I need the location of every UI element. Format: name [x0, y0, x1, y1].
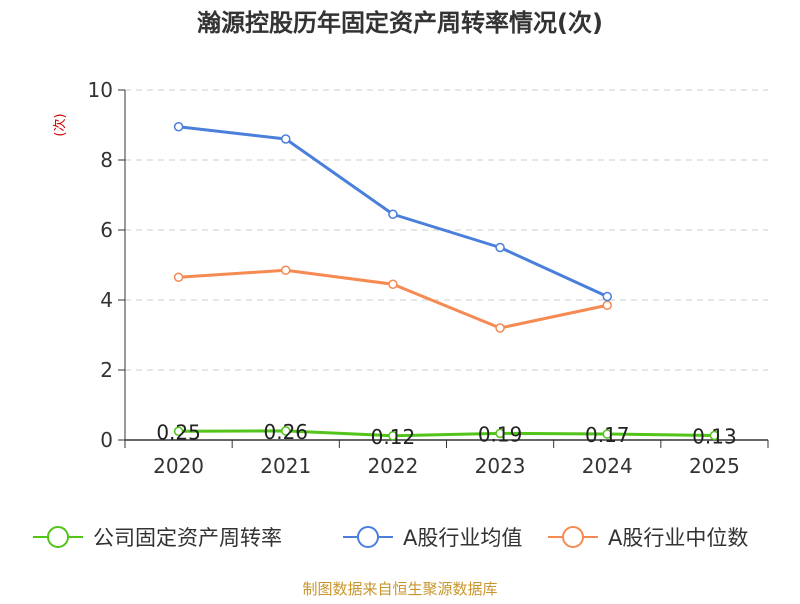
- legend-item-2: A股行业中位数: [548, 526, 748, 550]
- data-label-0: 0.25: [156, 420, 201, 444]
- data-label-2: 0.12: [371, 425, 416, 449]
- x-tick-label-2023: 2023: [475, 454, 526, 478]
- y-tick-label: 8: [100, 148, 113, 172]
- data-label-3: 0.19: [478, 422, 523, 446]
- data-point-1-0: [173, 122, 184, 132]
- data-point-2-3: [495, 323, 505, 333]
- y-tick-label: 2: [100, 358, 113, 382]
- legend: 公司固定资产周转率 A股行业均值 A股行业中位数: [33, 526, 748, 550]
- x-tick-label-2025: 2025: [689, 454, 740, 478]
- data-point-2-1: [281, 265, 291, 275]
- legend-label: A股行业均值: [403, 526, 522, 550]
- legend-marker-icon: [357, 526, 379, 548]
- y-tick-label: 10: [88, 78, 113, 102]
- x-tick-label-2021: 2021: [260, 454, 311, 478]
- legend-label: 公司固定资产周转率: [93, 526, 282, 550]
- data-point-0-3: [495, 428, 505, 439]
- y-axis-unit-label: (次): [52, 113, 68, 136]
- legend-label: A股行业中位数: [608, 526, 748, 550]
- data-label-5: 0.13: [692, 424, 737, 448]
- data-point-1-3: [495, 242, 505, 253]
- x-tick-label-2020: 2020: [153, 454, 204, 478]
- legend-marker-icon: [47, 526, 69, 548]
- series-line-0: [178, 429, 715, 438]
- data-point-2-4: [602, 300, 612, 310]
- series-0: 0.25 0.26 0.12 0.19 0.17 0.13: [156, 420, 736, 449]
- series-1: [173, 122, 612, 302]
- source-note: 制图数据来自恒生聚源数据库: [302, 580, 497, 598]
- y-tick-label: 4: [100, 288, 113, 312]
- series-line-2: [178, 268, 608, 330]
- data-point-1-1: [281, 134, 291, 144]
- data-point-1-2: [388, 209, 398, 219]
- data-point-0-4: [602, 429, 612, 439]
- legend-marker-icon: [562, 526, 584, 548]
- y-tick-label: 0: [100, 428, 113, 452]
- data-point-2-2: [388, 279, 398, 289]
- legend-item-0: 公司固定资产周转率: [33, 526, 282, 550]
- data-point-0-5: [709, 430, 720, 441]
- x-tick-label-2024: 2024: [582, 454, 633, 478]
- chart-title: 瀚源控股历年固定资产周转率情况(次): [197, 9, 603, 37]
- legend-item-1: A股行业均值: [343, 526, 522, 550]
- series-2: [173, 265, 612, 333]
- data-point-0-1: [281, 426, 291, 436]
- data-point-1-4: [602, 291, 612, 302]
- data-point-0-2: [388, 431, 398, 441]
- axes: 0 2 4 6 8 10 2020 2021 2022 2023 2024 2025: [88, 78, 769, 478]
- data-label-4: 0.17: [585, 423, 630, 447]
- series-layer: 0.25 0.26 0.12 0.19 0.17 0.13: [156, 122, 737, 449]
- x-tick-label-2022: 2022: [367, 454, 418, 478]
- y-tick-label: 6: [100, 218, 113, 242]
- data-point-2-0: [173, 272, 184, 282]
- data-label-1: 0.26: [263, 420, 308, 444]
- data-point-0-0: [173, 426, 184, 436]
